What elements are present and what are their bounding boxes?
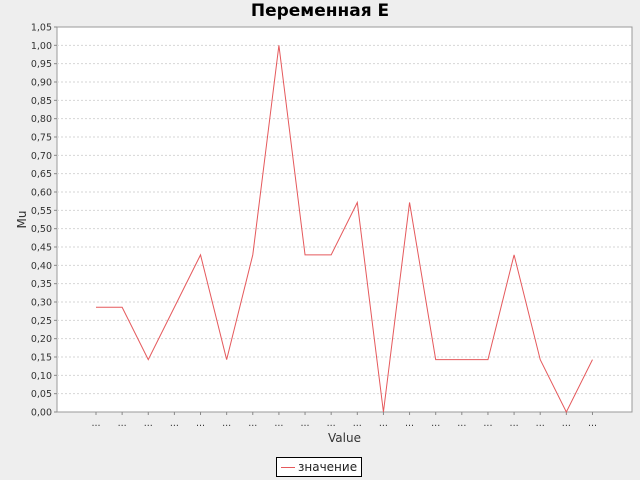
data-point [120,305,124,309]
y-tick-label: 0,55 [31,206,52,217]
x-tick-label: ... [588,418,597,429]
y-tick-label: 0,60 [31,188,52,199]
y-tick-label: 0,30 [31,298,52,309]
x-tick-label: ... [170,418,179,429]
x-tick-label: ... [248,418,257,429]
x-tick-label: ... [353,418,362,429]
plot-area [56,26,633,413]
data-point [590,358,594,362]
y-tick-label: 0,95 [31,59,52,70]
x-tick-label: ... [379,418,388,429]
x-axis-ticks: ........................................… [91,412,597,429]
y-axis-ticks: 0,00 0,05 0,10 0,15 0,20 0,25 0,30 0,35 0,40 0,45… [31,23,57,419]
y-tick-label: 0,65 [31,169,52,180]
y-tick-label: 0,10 [31,371,52,382]
data-point [225,358,229,362]
x-tick-label: ... [327,418,336,429]
y-tick-label: 0,15 [31,353,52,364]
x-axis-label: Value [328,431,361,445]
y-tick-label: 0,50 [31,224,52,235]
data-point [408,200,412,204]
y-tick-label: 0,25 [31,316,52,327]
y-tick-label: 1,05 [31,23,52,34]
data-point [251,253,255,257]
y-tick-label: 0,35 [31,279,52,290]
x-tick-label: ... [510,418,519,429]
y-tick-label: 0,90 [31,78,52,89]
y-tick-label: 0,85 [31,96,52,107]
series-layer [94,43,594,414]
series-line [96,45,593,414]
y-tick-label: 0,05 [31,389,52,400]
y-tick-label: 0,70 [31,151,52,162]
data-point [564,410,568,414]
y-tick-label: 0,00 [31,408,52,419]
x-tick-label: ... [431,418,440,429]
y-tick-label: 0,75 [31,133,52,144]
x-tick-label: ... [457,418,466,429]
legend-label: значение [298,460,358,474]
x-tick-label: ... [405,418,414,429]
data-point [94,305,98,309]
data-point [512,253,516,257]
y-tick-label: 0,45 [31,243,52,254]
x-tick-label: ... [562,418,571,429]
y-tick-label: 1,00 [31,41,52,52]
x-tick-label: ... [274,418,283,429]
data-point [538,358,542,362]
x-tick-label: ... [196,418,205,429]
data-point [277,43,281,47]
legend: значение [276,457,362,477]
data-point [199,253,203,257]
y-tick-label: 0,20 [31,334,52,345]
x-tick-label: ... [536,418,545,429]
x-tick-label: ... [91,418,100,429]
data-point [146,358,150,362]
x-tick-label: ... [483,418,492,429]
y-axis-label: Mu [15,211,29,229]
x-tick-label: ... [144,418,153,429]
data-point [460,358,464,362]
chart-title: Переменная E [250,1,390,21]
x-tick-label: ... [301,418,310,429]
data-point [486,358,490,362]
data-point [381,410,385,414]
y-tick-label: 0,40 [31,261,52,272]
data-point [329,253,333,257]
data-point [303,253,307,257]
x-tick-label: ... [222,418,231,429]
legend-swatch [281,467,295,468]
y-tick-label: 0,80 [31,114,52,125]
x-tick-label: ... [118,418,127,429]
data-point [434,358,438,362]
data-point [355,200,359,204]
